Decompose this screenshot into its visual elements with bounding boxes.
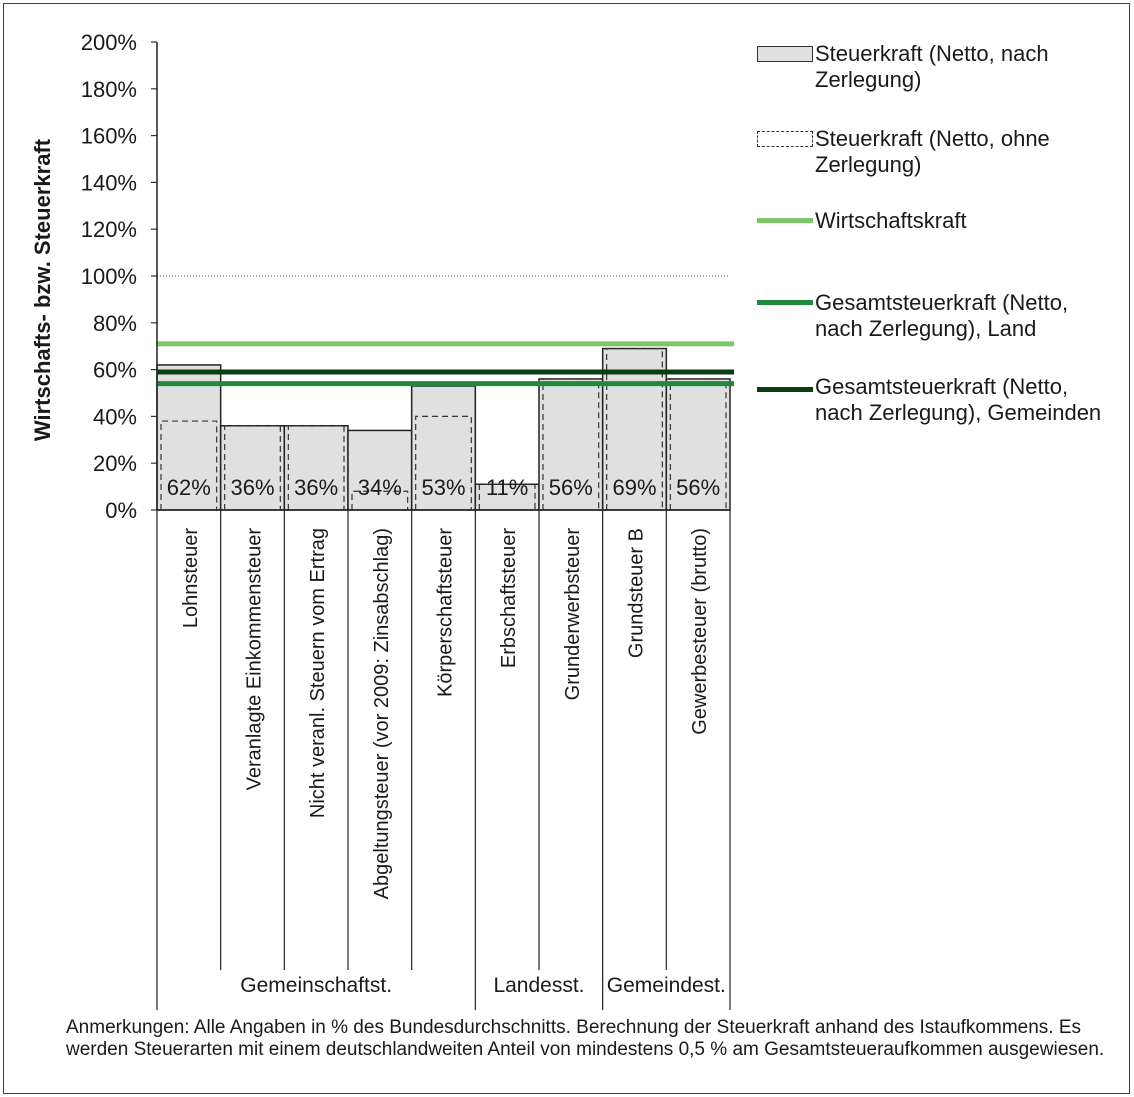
legend-label-netto-ohne: Steuerkraft (Netto, ohne Zerlegung): [815, 126, 1050, 177]
data-label: 69%: [612, 475, 656, 500]
category-label: Grundsteuer B: [626, 528, 648, 658]
bar: [410, 385, 477, 511]
data-label: 36%: [230, 475, 274, 500]
category-label: Körperschaftsteuer: [435, 528, 457, 697]
legend-label-netto-nach: Steuerkraft (Netto, nach Zerlegung): [815, 41, 1049, 92]
bar: [601, 347, 668, 511]
data-label: 56%: [676, 475, 720, 500]
legend-line-wirtschaftskraft: [757, 218, 813, 223]
data-label: 36%: [294, 475, 338, 500]
y-tick-label: 140%: [81, 170, 137, 195]
category-label: Lohnsteuer: [180, 528, 202, 628]
bar: [283, 425, 349, 511]
y-tick-label: 160%: [81, 124, 137, 149]
category-label: Gewerbesteuer (brutto): [689, 528, 711, 735]
data-label: 53%: [421, 475, 465, 500]
bar: [156, 364, 222, 511]
data-label: 34%: [358, 475, 402, 500]
y-tick-label: 40%: [93, 404, 137, 429]
bar: [665, 378, 731, 511]
data-label: 62%: [167, 475, 211, 500]
legend-label-wirtschaftskraft: Wirtschaftskraft: [815, 208, 967, 233]
group-label: Gemeinschaftst.: [240, 974, 392, 997]
legend-line-gesamt-land: [757, 300, 813, 305]
y-tick-label: 0%: [105, 498, 137, 523]
chart-frame: [3, 3, 1130, 1094]
y-tick-label: 80%: [93, 311, 137, 336]
dashed-bar: [351, 490, 409, 510]
category-label: Veranlagte Einkommensteuer: [244, 528, 266, 791]
dashed-bar: [542, 378, 600, 510]
footnote: Anmerkungen: Alle Angaben in % des Bunde…: [66, 1017, 1105, 1060]
bar: [347, 429, 413, 511]
category-label: Abgeltungsteuer (vor 2009: Zinsabschlag): [371, 528, 393, 899]
group-label: Landesst.: [493, 974, 584, 997]
dashed-bar: [478, 483, 536, 510]
legend-swatch-netto-nach: [757, 46, 813, 62]
y-tick-label: 20%: [93, 451, 137, 476]
legend-swatch-netto-ohne: [757, 131, 813, 147]
dashed-bar: [415, 415, 472, 510]
category-label: Erbschaftsteuer: [498, 528, 520, 668]
data-label: 11%: [486, 475, 528, 500]
group-label: Gemeindest.: [607, 974, 726, 997]
legend-label-gesamt-land: Gesamtsteuerkraft (Netto, nach Zerlegung…: [815, 290, 1069, 341]
legend-label-gesamt-gemeinden: Gesamtsteuerkraft (Netto, nach Zerlegung…: [815, 374, 1102, 425]
dashed-bar: [287, 425, 345, 510]
bar: [219, 425, 286, 511]
y-axis-label: Wirtschafts- bzw. Steuerkraft: [30, 138, 55, 442]
dashed-bar: [606, 347, 663, 510]
y-tick-label: 200%: [81, 30, 137, 55]
bar: [538, 378, 604, 511]
dashed-bar: [160, 420, 218, 510]
y-tick-label: 120%: [81, 217, 137, 242]
category-label: Grunderwerbsteuer: [562, 528, 584, 701]
dashed-bar: [224, 425, 281, 510]
y-tick-label: 180%: [81, 77, 137, 102]
legend-line-gesamt-gemeinden: [757, 387, 813, 392]
dashed-bar: [669, 378, 727, 510]
y-tick-label: 100%: [81, 264, 137, 289]
data-label: 56%: [549, 475, 593, 500]
y-tick-label: 60%: [93, 358, 137, 383]
category-label: Nicht veranl. Steuern vom Ertrag: [307, 528, 329, 818]
